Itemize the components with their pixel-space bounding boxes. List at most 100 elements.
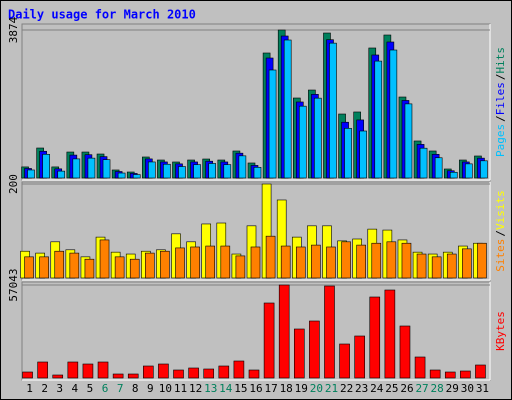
bar (24, 256, 34, 279)
bar (235, 255, 246, 279)
x-tick-label: 27 (415, 382, 428, 395)
x-tick-label: 5 (87, 382, 94, 395)
bar (208, 163, 217, 179)
x-tick-label: 14 (219, 382, 233, 395)
legend-entry: Visits (494, 190, 507, 230)
bar (82, 363, 94, 379)
bar (160, 250, 170, 279)
bar (148, 161, 156, 179)
bar (280, 245, 291, 279)
bar (102, 159, 111, 179)
bar (359, 130, 367, 179)
bar (67, 361, 79, 379)
bar (39, 256, 49, 279)
bar (145, 252, 155, 279)
x-tick-label: 25 (385, 382, 398, 395)
bar (37, 361, 48, 379)
legend-entry: KBytes (494, 311, 507, 351)
bar (188, 367, 199, 379)
bar (175, 247, 185, 279)
bar (193, 164, 201, 179)
x-tick-label: 2 (41, 382, 48, 395)
bar (416, 253, 427, 279)
y-tick-label: 3874 (7, 16, 20, 43)
x-tick-label: 23 (355, 382, 368, 395)
bar (132, 174, 141, 179)
bar (384, 289, 396, 379)
legend: Sites /Visits (494, 190, 507, 272)
legend-entry: Hits (494, 47, 507, 74)
bar (248, 369, 260, 379)
bar (268, 69, 277, 179)
legend-separator: / (494, 230, 507, 237)
bar (22, 371, 33, 379)
legend-separator: / (494, 74, 507, 81)
legend: Pages/Files/Hits (494, 47, 507, 157)
bar (462, 248, 472, 279)
bar (223, 164, 232, 179)
bar (369, 296, 381, 379)
y-tick-label: 57043 (7, 268, 20, 301)
x-tick-label: 28 (431, 382, 444, 395)
bar (87, 157, 96, 179)
bar (324, 285, 335, 379)
bar (218, 365, 230, 379)
x-tick-label: 19 (295, 382, 308, 395)
bar (446, 253, 457, 279)
x-tick-label: 24 (370, 382, 384, 395)
x-tick-label: 13 (204, 382, 217, 395)
bar (203, 368, 215, 379)
bar (374, 60, 383, 179)
bar (178, 166, 186, 179)
x-tick-label: 3 (56, 382, 63, 395)
bar (112, 373, 124, 379)
bar (465, 163, 473, 179)
bar (460, 370, 471, 379)
bar (99, 239, 110, 279)
x-tick-label: 31 (476, 382, 489, 395)
x-tick-label: 1 (26, 382, 33, 395)
x-tick-label: 6 (102, 382, 109, 395)
x-tick-label: 17 (264, 382, 277, 395)
bar (27, 169, 35, 179)
x-tick-label: 16 (249, 382, 262, 395)
bar (429, 369, 441, 379)
bar (54, 250, 65, 279)
x-tick-label: 11 (174, 382, 187, 395)
bar (57, 170, 66, 179)
bar (52, 374, 64, 379)
bar (163, 163, 171, 179)
bar (371, 242, 382, 279)
bar (475, 364, 486, 379)
bar (309, 320, 320, 379)
x-tick-label: 29 (446, 382, 459, 395)
legend-entry: Files (494, 82, 507, 115)
legend-separator: / (494, 115, 507, 122)
x-tick-label: 30 (461, 382, 474, 395)
bar (329, 42, 337, 179)
bar (265, 235, 276, 279)
bar (129, 258, 140, 279)
x-tick-label: 10 (159, 382, 172, 395)
x-tick-label: 4 (72, 382, 79, 395)
x-tick-label: 21 (325, 382, 338, 395)
bar (339, 343, 350, 379)
x-tick-label: 8 (132, 382, 139, 395)
bar (449, 171, 458, 179)
bar (253, 167, 262, 179)
legend: KBytes (494, 311, 507, 351)
bar (205, 245, 216, 279)
x-tick-label: 18 (280, 382, 293, 395)
bar (278, 284, 290, 379)
bar (311, 244, 321, 279)
bar (238, 155, 247, 179)
x-tick-label: 26 (400, 382, 413, 395)
bar (298, 105, 307, 179)
bar (233, 360, 245, 379)
bar (401, 242, 412, 279)
bar (84, 258, 95, 279)
x-tick-label: 12 (189, 382, 202, 395)
bar (173, 369, 184, 379)
bar (117, 172, 126, 179)
